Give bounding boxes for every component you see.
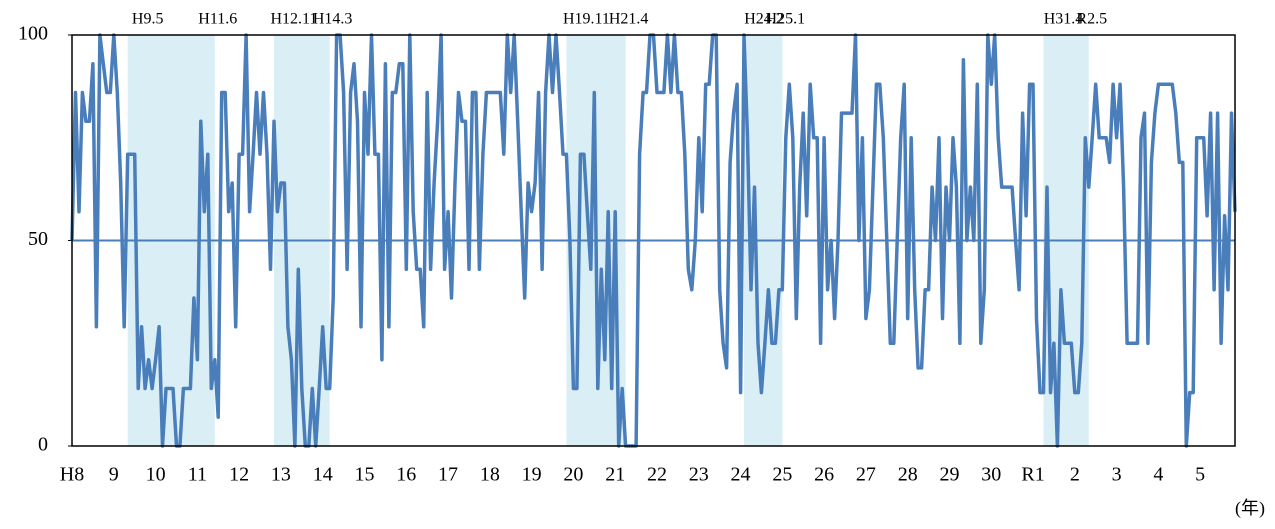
x-tick-label: 14 [313, 464, 333, 486]
x-tick-label: 11 [188, 464, 207, 486]
x-tick-label: 4 [1153, 464, 1163, 486]
shade-end-label: H21.4 [609, 11, 649, 28]
y-tick-label: 0 [38, 434, 48, 456]
x-tick-label: 23 [689, 464, 709, 486]
x-tick-label: 15 [354, 464, 374, 486]
x-tick-label: 29 [939, 464, 959, 486]
shade-end-label: H25.1 [766, 11, 806, 28]
x-tick-label: R1 [1021, 464, 1044, 486]
x-tick-label: 10 [146, 464, 166, 486]
x-tick-label: 27 [856, 464, 876, 486]
shade-start-label: H9.5 [132, 11, 164, 28]
x-tick-label: 18 [480, 464, 500, 486]
shade-start-label: H31.4 [1044, 11, 1084, 28]
y-tick-label: 50 [28, 228, 48, 250]
shade-start-label: H24.2 [744, 11, 784, 28]
shade-start-label: H12.11 [270, 11, 317, 28]
x-tick-label: 17 [438, 464, 458, 486]
y-tick-label: 100 [18, 23, 48, 45]
x-tick-label: 12 [229, 464, 249, 486]
x-tick-label: 19 [522, 464, 542, 486]
shade-end-label: R2.5 [1076, 11, 1107, 28]
x-tick-label: H8 [60, 464, 84, 486]
x-tick-label: 5 [1195, 464, 1205, 486]
x-tick-label: 28 [898, 464, 918, 486]
shade-end-label: H14.3 [313, 11, 353, 28]
x-tick-label: 26 [814, 464, 834, 486]
x-tick-label: 24 [731, 464, 751, 486]
x-tick-label: 9 [109, 464, 119, 486]
shade-end-label: H11.6 [198, 11, 237, 28]
x-tick-label: 2 [1070, 464, 1080, 486]
plot-frame [71, 34, 1236, 447]
x-tick-label: 30 [981, 464, 1001, 486]
x-tick-label: 22 [647, 464, 667, 486]
x-tick-label: 25 [772, 464, 792, 486]
x-unit: (年) [1235, 498, 1265, 519]
x-tick-label: 16 [396, 464, 416, 486]
x-tick-label: 13 [271, 464, 291, 486]
shade-start-label: H19.11 [563, 11, 610, 28]
x-tick-label: 20 [563, 464, 583, 486]
x-tick-label: 21 [605, 464, 625, 486]
x-tick-label: 3 [1112, 464, 1122, 486]
